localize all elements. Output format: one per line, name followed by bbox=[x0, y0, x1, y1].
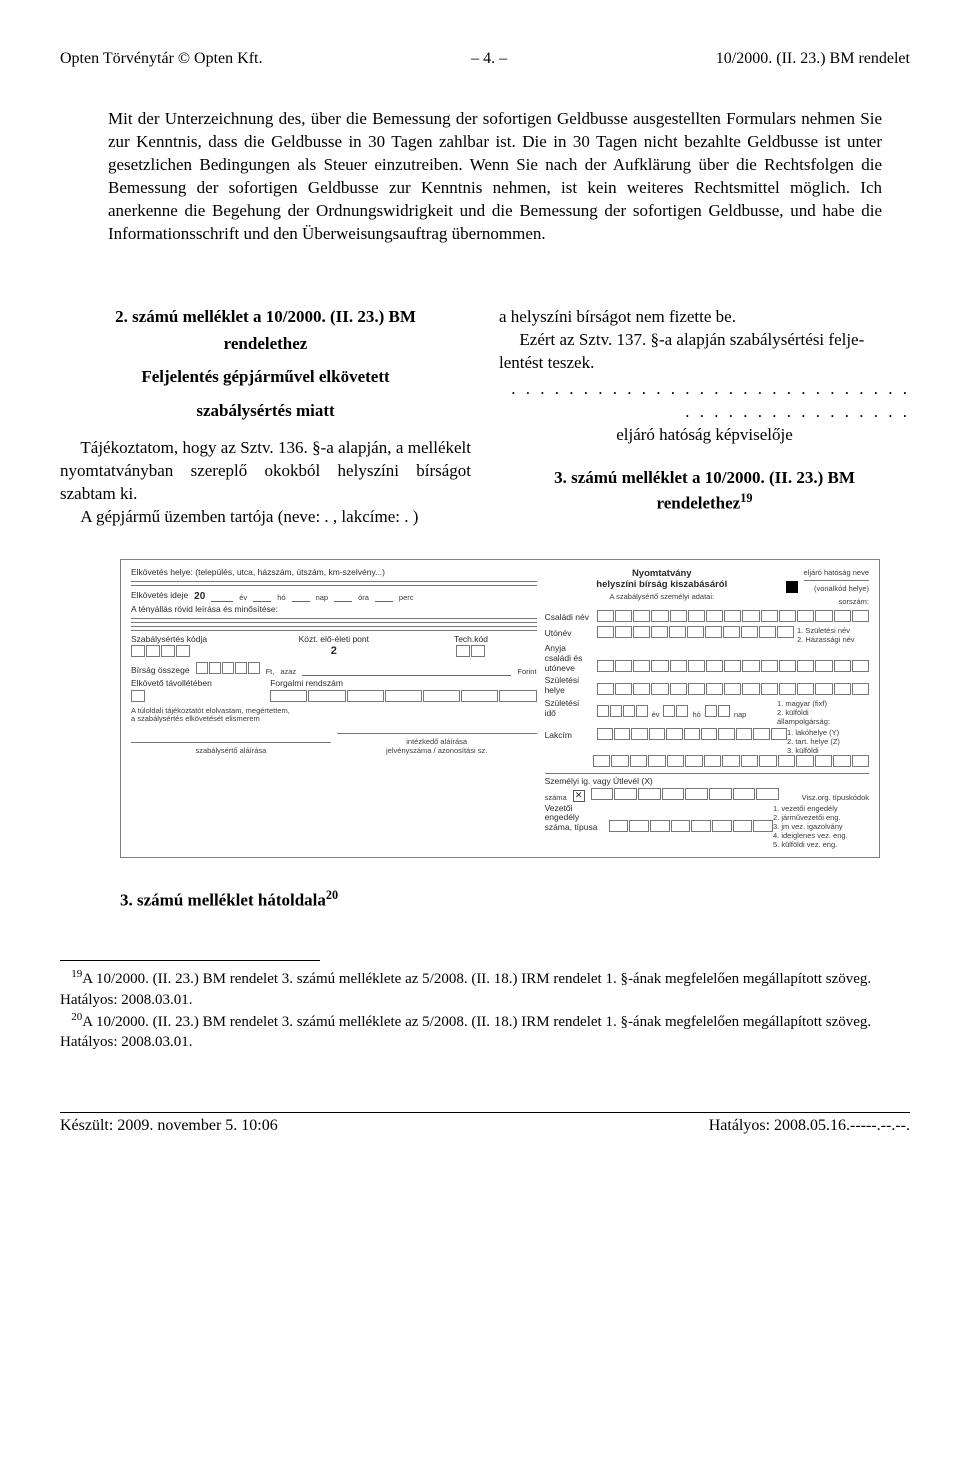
form-birsag-label: Bírság összege bbox=[131, 666, 190, 676]
footnotes: 19A 10/2000. (II. 23.) BM rendelet 3. sz… bbox=[60, 967, 910, 1052]
szemig-right: Visz.org. típuskódok bbox=[779, 793, 869, 802]
fn19-num: 19 bbox=[71, 968, 82, 980]
form-desc-label: A tényállás rövid leírása és minősítése: bbox=[131, 605, 537, 615]
ve3: 3. jm vez. igazolvány bbox=[773, 822, 869, 831]
form-title-1: Nyomtatvány bbox=[545, 568, 779, 579]
anya-label: Anyja családi és utóneve bbox=[545, 644, 593, 673]
lbl-ft: Ft, bbox=[266, 667, 275, 676]
ve4: 4. ideiglenes vez. eng. bbox=[773, 831, 869, 840]
dots-line: . . . . . . . . . . . . . . . . . . . . … bbox=[499, 378, 910, 424]
sign-officer: intézkedő aláírása bbox=[337, 737, 537, 746]
barcode-place: (vonalkód helye) bbox=[804, 584, 869, 593]
header-center: – 4. – bbox=[471, 50, 507, 68]
form-kozt-val: 2 bbox=[268, 645, 399, 657]
lbl-ev: év bbox=[239, 593, 247, 602]
sz-ev: év bbox=[652, 710, 660, 719]
german-paragraph: Mit der Unterzeichnung des, über die Bem… bbox=[108, 108, 882, 246]
two-column-section: 2. számú melléklet a 10/2000. (II. 23.) … bbox=[60, 306, 910, 530]
ve5: 5. külföldi vez. eng. bbox=[773, 840, 869, 849]
annex2-sub-1: Feljelentés gépjárművel elkövetett bbox=[60, 366, 471, 389]
right-p2-post: lentést teszek. bbox=[499, 353, 594, 372]
fn20-num: 20 bbox=[71, 1011, 82, 1023]
header-right: 10/2000. (II. 23.) BM rendelet bbox=[716, 50, 910, 68]
lbl-ora: óra bbox=[358, 593, 369, 602]
form-subline: A szabálysértő személyi adatai: bbox=[545, 592, 779, 601]
lbl-forint: Forint bbox=[517, 667, 536, 676]
footnote-20: 20A 10/2000. (II. 23.) BM rendelet 3. sz… bbox=[60, 1010, 910, 1053]
badge-no: jelvényszáma / azonosítási sz. bbox=[337, 746, 537, 755]
form-szkod-label: Szabálysértés kódja bbox=[131, 635, 262, 645]
form-title-2: helyszíni bírság kiszabásáról bbox=[545, 579, 779, 590]
page-footer: Készült: 2009. november 5. 10:06 Hatályo… bbox=[60, 1117, 910, 1135]
sorszam-label: sorszám: bbox=[779, 597, 869, 606]
annex3-title-1: 3. számú melléklet a 10/2000. (II. 23.) … bbox=[499, 467, 910, 490]
csaladi-label: Családi név bbox=[545, 613, 593, 623]
lbl-azaz: azaz bbox=[280, 667, 296, 676]
right-p1: a helyszíni bírságot nem fizette be. bbox=[499, 306, 910, 329]
left-column: 2. számú melléklet a 10/2000. (II. 23.) … bbox=[60, 306, 471, 530]
szemig-szama: száma bbox=[545, 793, 567, 802]
form-declaration: A túloldali tájékoztatót elolvastam, meg… bbox=[131, 707, 291, 724]
fn19-text: A 10/2000. (II. 23.) BM rendelet 3. szám… bbox=[60, 971, 871, 1007]
barcode-block-icon bbox=[786, 581, 798, 593]
lak-n3: 3. külföldi bbox=[787, 746, 869, 755]
form-location-label: Elkövetés helye: (település, utca, házsz… bbox=[131, 568, 537, 578]
form-elktav-label: Elkövető távollétében bbox=[131, 679, 264, 689]
form-scan: Elkövetés helye: (település, utca, házsz… bbox=[120, 559, 880, 858]
sz-ho: hó bbox=[692, 710, 700, 719]
lak-n1: 1. lakóhelye (Y) bbox=[787, 728, 869, 737]
form-tech-label: Tech.kód bbox=[405, 635, 536, 645]
form-date-label: Elkövetés ideje bbox=[131, 591, 188, 601]
utonev-note2: 2. Házassági név bbox=[797, 635, 869, 644]
utonev-note1: 1. Születési név bbox=[797, 626, 869, 635]
right-p2-pre: Ezért az Sztv. 137. §-a alapján szabálys… bbox=[499, 329, 859, 352]
backside-title-text: 3. számú melléklet hátoldala bbox=[120, 890, 326, 909]
footer-left: Készült: 2009. november 5. 10:06 bbox=[60, 1117, 278, 1135]
lakcim-label: Lakcím bbox=[545, 731, 593, 741]
szulido-label: Születési idő bbox=[545, 699, 593, 719]
allamp-lbl: állampolgárság: bbox=[777, 717, 869, 726]
szulhely-label: Születési helye bbox=[545, 676, 593, 696]
left-p2: A gépjármű üzemben tartója (neve: . , la… bbox=[60, 506, 471, 529]
form-forg-label: Forgalmi rendszám bbox=[270, 679, 536, 689]
auth-name-label: eljáró hatóság neve bbox=[804, 568, 869, 577]
szemig-label: Személyi ig. vagy Útlevél (X) bbox=[545, 777, 779, 787]
annex3-sup: 19 bbox=[740, 491, 752, 505]
lbl-nap: nap bbox=[316, 593, 329, 602]
left-p1: Tájékoztatom, hogy az Sztv. 136. §-a ala… bbox=[60, 437, 471, 506]
annex2-title-2: rendelethez bbox=[60, 333, 471, 356]
allamp-n2: 2. külföldi bbox=[777, 708, 869, 717]
ve2: 2. járművezetői eng. bbox=[773, 813, 869, 822]
annex3-title-2: rendelethez19 bbox=[499, 490, 910, 516]
lak-n2: 2. tart. helye (Z) bbox=[787, 737, 869, 746]
lbl-ho: hó bbox=[277, 593, 285, 602]
sign-offender: szabálysértő aláírása bbox=[131, 746, 331, 755]
vezeng-label: Vezetői engedély száma, típusa bbox=[545, 804, 605, 833]
right-column: a helyszíni bírságot nem fizette be. Ezé… bbox=[499, 306, 910, 530]
utonev-label: Utónév bbox=[545, 629, 593, 639]
page-header: Opten Törvénytár © Opten Kft. – 4. – 10/… bbox=[60, 50, 910, 68]
sz-nap: nap bbox=[734, 710, 747, 719]
backside-sup: 20 bbox=[326, 888, 338, 902]
annex3-title-2-text: rendelethez bbox=[657, 494, 741, 513]
ve1: 1. vezetői engedély bbox=[773, 804, 869, 813]
footnote-19: 19A 10/2000. (II. 23.) BM rendelet 3. sz… bbox=[60, 967, 910, 1010]
footnote-separator bbox=[60, 960, 320, 961]
header-left: Opten Törvénytár © Opten Kft. bbox=[60, 50, 262, 68]
right-p2: Ezért az Sztv. 137. §-a alapján szabálys… bbox=[499, 329, 910, 375]
form-year-20: 20 bbox=[194, 591, 205, 602]
form-kozt-label: Közt. elő-életi pont bbox=[268, 635, 399, 645]
fn20-text: A 10/2000. (II. 23.) BM rendelet 3. szám… bbox=[60, 1014, 871, 1050]
annex2-title-1: 2. számú melléklet a 10/2000. (II. 23.) … bbox=[60, 306, 471, 329]
annex2-sub-2: szabálysértés miatt bbox=[60, 400, 471, 423]
lbl-perc: perc bbox=[399, 593, 414, 602]
signer-line: eljáró hatóság képviselője bbox=[499, 424, 910, 447]
footer-separator bbox=[60, 1112, 910, 1113]
footer-right: Hatályos: 2008.05.16.-----.--.--. bbox=[709, 1117, 910, 1135]
allamp-n1: 1. magyar (fixf) bbox=[777, 699, 869, 708]
backside-title: 3. számú melléklet hátoldala20 bbox=[120, 888, 910, 911]
x-icon: ✕ bbox=[573, 790, 585, 802]
